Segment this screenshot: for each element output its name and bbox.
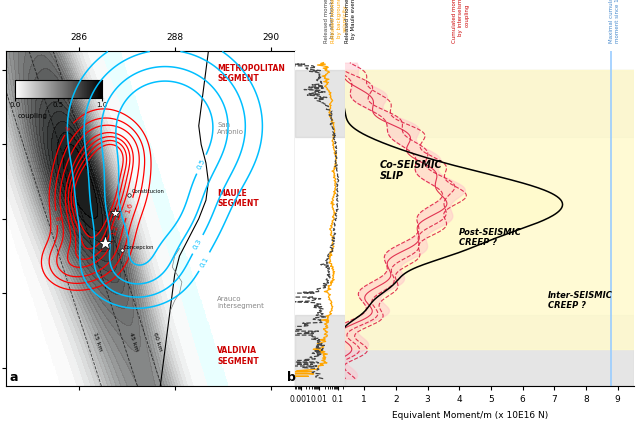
Text: Co-SEISMIC
SLIP: Co-SEISMIC SLIP [380,160,443,181]
Text: b: b [287,371,296,384]
Text: Arauco
intersegment: Arauco intersegment [217,296,264,309]
Text: Inter-SEISMIC
CREEP ?: Inter-SEISMIC CREEP ? [548,291,613,310]
Text: 1.2: 1.2 [111,224,120,236]
Text: 0.3: 0.3 [193,238,203,251]
Text: Concepcion: Concepcion [124,245,155,250]
Text: 1.6: 1.6 [125,202,134,214]
Text: 0.5: 0.5 [196,158,207,170]
Bar [345,70,634,349]
Text: Cumulated moment
by interseismic
coupling: Cumulated moment by interseismic couplin… [452,0,470,43]
Text: Equivalent Moment/m (x 10E16 N): Equivalent Moment/m (x 10E16 N) [392,411,548,420]
Text: Constitucion: Constitucion [131,189,164,194]
Text: a: a [10,371,18,384]
Text: 15 km: 15 km [92,332,102,352]
Text: coupling: coupling [18,113,48,119]
Text: Maximal cumulated
moment since 1835: Maximal cumulated moment since 1835 [609,0,620,43]
Text: 45 km: 45 km [128,332,139,352]
Bar [345,315,634,386]
Text: 0.1: 0.1 [199,255,210,268]
Text: Released moment
by background
seismicity: Released moment by background seismicity [330,0,348,43]
Bar [345,70,634,137]
Bar [295,70,345,137]
Text: MAULE
SEGMENT: MAULE SEGMENT [217,189,259,208]
Text: 8: 8 [53,215,60,221]
Text: 60 km: 60 km [152,332,163,352]
Text: Post-SEISMIC
CREEP ?: Post-SEISMIC CREEP ? [460,228,522,247]
Text: METROPOLITAN
SEGMENT: METROPOLITAN SEGMENT [217,63,285,83]
Text: Released moment
by aftershocks: Released moment by aftershocks [324,0,335,43]
Text: VALDIVIA
SEGMENT: VALDIVIA SEGMENT [217,346,259,366]
Text: San
Antonio: San Antonio [217,122,244,135]
Bar [295,315,345,386]
Text: Released moment
by Maule event: Released moment by Maule event [345,0,356,43]
Text: 4: 4 [65,125,72,133]
